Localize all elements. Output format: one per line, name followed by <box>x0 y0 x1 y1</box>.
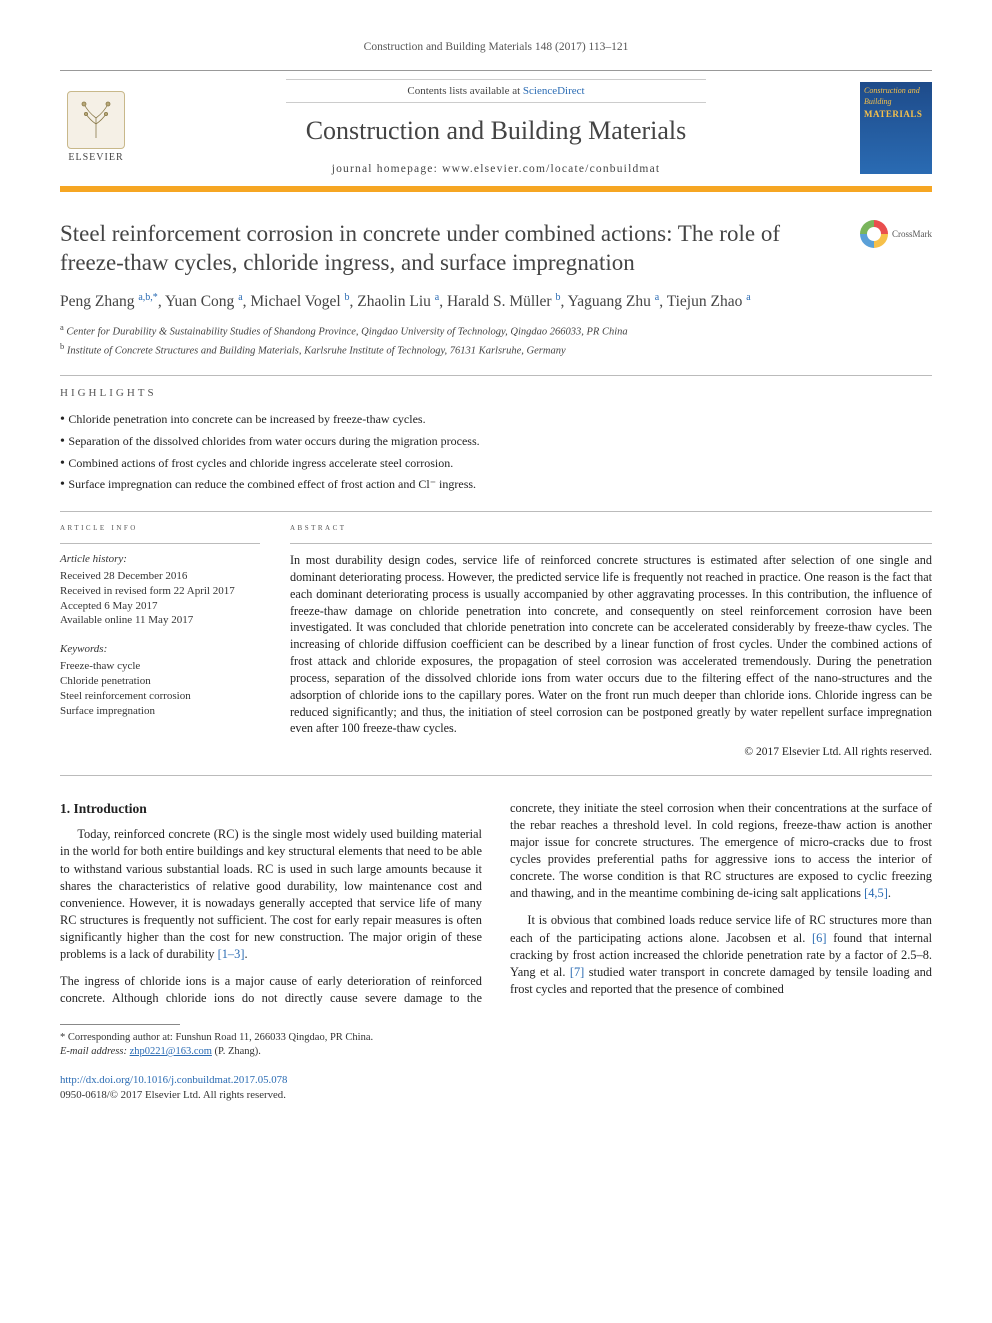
body-two-column: 1. Introduction Today, reinforced concre… <box>60 800 932 1008</box>
keyword: Freeze-thaw cycle <box>60 659 260 674</box>
affiliation: b Institute of Concrete Structures and B… <box>60 341 932 359</box>
journal-title: Construction and Building Materials <box>146 113 846 148</box>
email-label: E-mail address: <box>60 1046 127 1057</box>
corr-email-person: (P. Zhang). <box>215 1046 261 1057</box>
journal-reference: Construction and Building Materials 148 … <box>60 40 932 56</box>
elsevier-wordmark: ELSEVIER <box>68 151 123 165</box>
doi-block: http://dx.doi.org/10.1016/j.conbuildmat.… <box>60 1073 932 1102</box>
article-title: Steel reinforcement corrosion in concret… <box>60 220 848 278</box>
cover-line1: Construction and Building <box>864 86 928 108</box>
keywords-heading: Keywords: <box>60 642 260 657</box>
sciencedirect-link[interactable]: ScienceDirect <box>523 85 585 97</box>
accent-bar <box>60 186 932 192</box>
homepage-prefix: journal homepage: <box>332 163 442 175</box>
highlights-list: Chloride penetration into concrete can b… <box>60 411 932 496</box>
history-line: Available online 11 May 2017 <box>60 613 260 628</box>
keyword: Chloride penetration <box>60 674 260 689</box>
cover-line2: MATERIALS <box>864 108 928 120</box>
highlight-item: Surface impregnation can reduce the comb… <box>60 476 932 495</box>
contents-prefix: Contents lists available at <box>407 85 522 97</box>
journal-homepage: journal homepage: www.elsevier.com/locat… <box>146 162 846 178</box>
issn-line: 0950-0618/© 2017 Elsevier Ltd. All right… <box>60 1089 286 1101</box>
history-line: Received in revised form 22 April 2017 <box>60 584 260 599</box>
affiliation: a Center for Durability & Sustainability… <box>60 322 932 340</box>
citation-link[interactable]: [4,5] <box>864 886 888 900</box>
corr-email-link[interactable]: zhp0221@163.com <box>130 1046 212 1057</box>
intro-p1-tail: . <box>244 947 247 961</box>
masthead: ELSEVIER Contents lists available at Sci… <box>60 70 932 187</box>
article-info-heading: ARTICLE INFO <box>60 522 260 535</box>
history-line: Received 28 December 2016 <box>60 569 260 584</box>
contents-line: Contents lists available at ScienceDirec… <box>286 79 706 104</box>
intro-p2-tail: . <box>888 886 891 900</box>
elsevier-tree-icon <box>67 91 125 149</box>
citation-link[interactable]: [6] <box>812 931 826 945</box>
citation-link[interactable]: [1–3] <box>218 947 245 961</box>
journal-cover-thumb: Construction and Building MATERIALS <box>860 82 932 174</box>
crossmark-icon <box>860 220 888 248</box>
citation-link[interactable]: [7] <box>570 965 584 979</box>
intro-p1-text: Today, reinforced concrete (RC) is the s… <box>60 827 482 961</box>
highlight-item: Separation of the dissolved chlorides fr… <box>60 433 932 452</box>
abstract-text: In most durability design codes, service… <box>290 552 932 737</box>
crossmark-badge[interactable]: CrossMark <box>860 220 932 248</box>
homepage-url: www.elsevier.com/locate/conbuildmat <box>442 163 660 175</box>
keyword: Surface impregnation <box>60 704 260 719</box>
abstract-heading: ABSTRACT <box>290 522 932 535</box>
highlight-item: Chloride penetration into concrete can b… <box>60 411 932 430</box>
corr-author-line: * Corresponding author at: Funshun Road … <box>60 1031 932 1045</box>
keyword: Steel reinforcement corrosion <box>60 689 260 704</box>
section-heading-introduction: 1. Introduction <box>60 800 482 819</box>
doi-link[interactable]: http://dx.doi.org/10.1016/j.conbuildmat.… <box>60 1074 287 1086</box>
history-heading: Article history: <box>60 552 260 567</box>
copyright-line: © 2017 Elsevier Ltd. All rights reserved… <box>290 745 932 761</box>
highlight-item: Combined actions of frost cycles and chl… <box>60 455 932 474</box>
intro-paragraph-3: It is obvious that combined loads reduce… <box>510 912 932 998</box>
author-list: Peng Zhang a,b,*, Yuan Cong a, Michael V… <box>60 291 932 313</box>
highlights-heading: HIGHLIGHTS <box>60 386 932 401</box>
intro-paragraph-1: Today, reinforced concrete (RC) is the s… <box>60 826 482 963</box>
corresponding-author-footnote: * Corresponding author at: Funshun Road … <box>60 1031 932 1059</box>
publisher-logo: ELSEVIER <box>60 88 132 168</box>
history-line: Accepted 6 May 2017 <box>60 599 260 614</box>
crossmark-label: CrossMark <box>892 228 932 240</box>
